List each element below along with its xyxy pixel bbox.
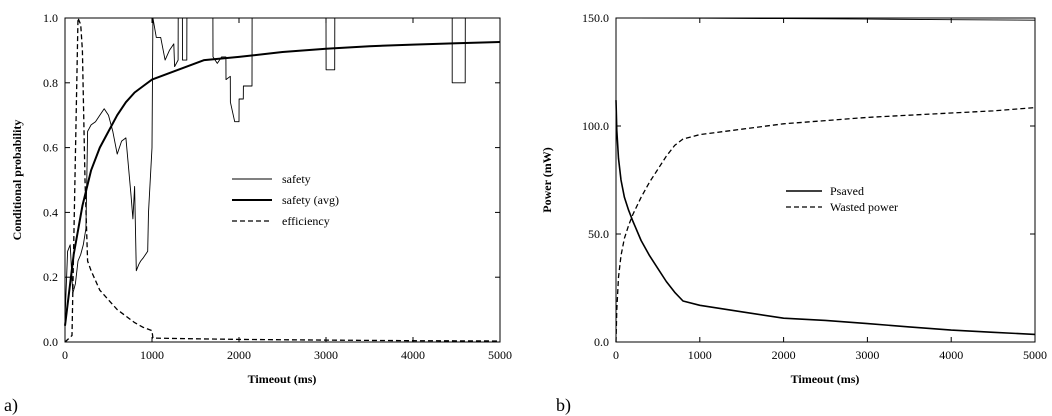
x-tick-label-b-0: 0 xyxy=(613,348,619,362)
panel-label-b: b) xyxy=(556,395,571,416)
x-tick-label-a-0: 0 xyxy=(62,348,68,362)
legend-b: Psaved Wasted power xyxy=(786,184,898,214)
x-tick-label-a-4: 4000 xyxy=(401,348,425,362)
series-layer-b xyxy=(615,17,1036,343)
y-tick-label-a-3: 0.6 xyxy=(43,141,58,155)
legend-label-safety: safety xyxy=(282,172,311,186)
y-tick-label-a-4: 0.8 xyxy=(43,76,58,90)
legend-label-safety-avg: safety (avg) xyxy=(282,193,339,207)
series-line-a-efficiency xyxy=(64,17,501,343)
x-tick-label-b-2: 2000 xyxy=(772,348,796,362)
y-tick-label-b-1: 50.0 xyxy=(588,227,609,241)
x-axis-label-a: Timeout (ms) xyxy=(248,372,317,386)
legend-a: safety safety (avg) efficiency xyxy=(232,172,339,228)
axis-ticks-b: 0 1000 2000 3000 4000 5000 0.0 50.0 100.0 150.0 xyxy=(582,11,1047,362)
y-tick-label-b-3: 150.0 xyxy=(582,11,609,25)
legend-label-efficiency: efficiency xyxy=(282,214,330,228)
x-axis-label-b: Timeout (ms) xyxy=(791,372,860,386)
y-tick-label-a-2: 0.4 xyxy=(43,205,58,219)
series-line-b-wasted-power xyxy=(615,106,1036,343)
x-tick-label-b-4: 4000 xyxy=(939,348,963,362)
x-tick-label-b-3: 3000 xyxy=(855,348,879,362)
plot-area-frame-b xyxy=(615,17,1036,343)
x-tick-label-a-1: 1000 xyxy=(140,348,164,362)
x-tick-label-b-1: 1000 xyxy=(688,348,712,362)
y-tick-label-a-1: 0.2 xyxy=(43,270,58,284)
series-line-b-reference-2 xyxy=(615,17,1036,21)
legend-label-psaved: Psaved xyxy=(830,184,864,198)
panel-label-a: a) xyxy=(4,395,18,416)
x-tick-label-a-2: 2000 xyxy=(227,348,251,362)
series-line-a-safety xyxy=(64,17,500,320)
series-line-a-safety-avg xyxy=(64,41,501,326)
y-tick-label-b-0: 0.0 xyxy=(594,335,609,349)
y-tick-label-a-5: 1.0 xyxy=(43,11,58,25)
y-tick-label-b-2: 100.0 xyxy=(582,119,609,133)
series-layer-a xyxy=(64,17,501,343)
chart-panel-b: 0 1000 2000 3000 4000 5000 0.0 50.0 100.0 150.0 T… xyxy=(540,11,1047,416)
legend-label-wasted-power: Wasted power xyxy=(830,200,898,214)
series-line-b-psaved xyxy=(615,100,1036,336)
x-tick-label-a-5: 5000 xyxy=(488,348,512,362)
axis-ticks-a: 0 1000 2000 3000 4000 5000 0.0 0.2 0.4 0.6 0.8 1.0 xyxy=(43,11,512,362)
y-axis-label-a: Conditional probability xyxy=(10,120,24,241)
x-tick-label-b-5: 5000 xyxy=(1023,348,1047,362)
chart-panel-a: 0 1000 2000 3000 4000 50000.00.20.40.60.81.0 … xyxy=(4,11,512,416)
y-tick-label-a-0: 0.0 xyxy=(43,335,58,349)
y-axis-label-b: Power (mW) xyxy=(540,147,554,212)
x-tick-label-a-3: 3000 xyxy=(314,348,338,362)
